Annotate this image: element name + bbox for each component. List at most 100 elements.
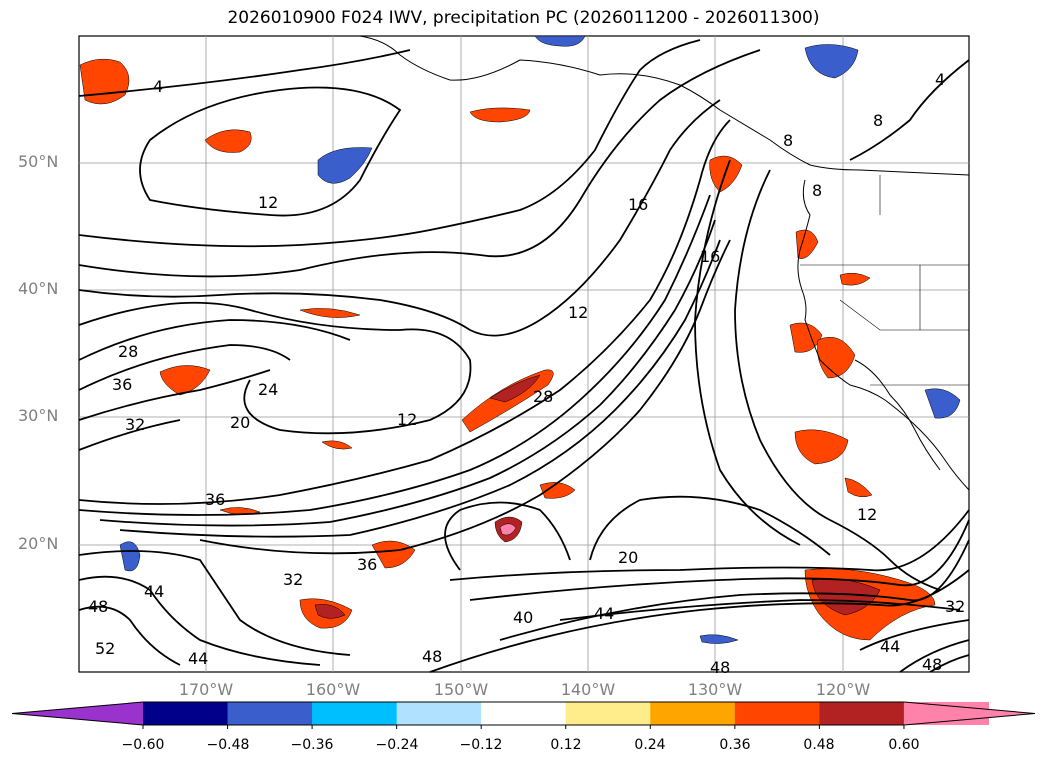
- colorbar-tick-label: 0.48: [803, 737, 835, 753]
- colorbar-segment: [396, 702, 482, 725]
- contour-label: 12: [258, 193, 278, 212]
- contour-label: 24: [258, 380, 278, 399]
- latitude-label: 30°N: [18, 406, 59, 425]
- contour-line: [119, 239, 721, 538]
- colorbar-extend-max: [903, 702, 1035, 725]
- precip-positive-area: [794, 429, 849, 465]
- contour-line: [78, 369, 271, 421]
- colorbar-tick-label: 0.36: [719, 737, 751, 753]
- map-title: 2026010900 F024 IWV, precipitation PC (2…: [227, 8, 820, 28]
- precip-strong-area: [489, 374, 541, 403]
- contour-label: 12: [397, 410, 417, 429]
- contour-line: [859, 619, 970, 651]
- contour-line: [78, 575, 321, 666]
- contour-label: 32: [125, 415, 145, 434]
- colorbar-segment: [565, 702, 651, 725]
- contour-label: 44: [880, 637, 900, 656]
- colorbar-segment: [819, 702, 905, 725]
- precip-positive-area: [79, 58, 130, 105]
- contour-label: 44: [144, 582, 164, 601]
- contour-line: [444, 501, 571, 571]
- baja-coastline: [854, 359, 941, 471]
- contour-label: 48: [88, 597, 108, 616]
- precip-positive-area: [219, 507, 261, 515]
- precip-extreme-area: [499, 523, 517, 536]
- precip-negative-area: [317, 147, 373, 184]
- longitude-label: 140°W: [560, 680, 616, 699]
- map-plot: 4 4 8 8 8 12 12 12 12 16 16 20 20 24 28 …: [78, 35, 970, 677]
- contour-label: 36: [112, 375, 132, 394]
- latitude-label: 20°N: [18, 534, 59, 553]
- contour-line: [469, 519, 970, 601]
- contour-line: [78, 194, 711, 516]
- alaska-coastline: [359, 35, 970, 176]
- colorbar-tick-label: −0.36: [290, 737, 334, 753]
- precip-positive-area: [159, 365, 211, 396]
- contour-line: [78, 319, 351, 361]
- contour-line: [78, 39, 701, 248]
- contour-label: 48: [922, 655, 942, 674]
- contour-line: [139, 86, 402, 217]
- contour-line: [449, 509, 970, 581]
- precip-positive-area: [299, 308, 361, 318]
- colorbar-extend-min: [12, 702, 143, 725]
- contour-label: 8: [812, 181, 822, 200]
- longitude-label: 120°W: [815, 680, 871, 699]
- contour-line: [199, 239, 731, 555]
- contour-label: 16: [628, 195, 648, 214]
- contour-line: [78, 344, 291, 391]
- longitude-label: 160°W: [305, 680, 361, 699]
- longitude-label: 170°W: [178, 680, 234, 699]
- contour-label: 48: [710, 658, 730, 677]
- contour-label: 12: [568, 303, 588, 322]
- contour-line: [429, 569, 970, 673]
- contour-line: [78, 99, 721, 337]
- contour-line: [78, 301, 472, 435]
- contour-label: 32: [283, 570, 303, 589]
- north-america-coastline: [797, 179, 970, 491]
- precip-positive-area: [844, 477, 873, 498]
- precip-positive-area: [469, 107, 531, 123]
- contour-label: 40: [513, 608, 533, 627]
- contour-label: 28: [118, 342, 138, 361]
- contour-label: 36: [357, 555, 377, 574]
- colorbar-tick-label: 0.12: [550, 737, 582, 753]
- contour-line: [589, 495, 831, 561]
- contour-line: [78, 49, 761, 278]
- contour-label-layer: 4 4 8 8 8 12 12 12 12 16 16 20 20 24 28 …: [88, 70, 965, 677]
- precip-negative-area: [119, 541, 141, 572]
- longitude-label: 150°W: [433, 680, 489, 699]
- contour-label: 52: [95, 639, 115, 658]
- contour-line: [929, 654, 970, 673]
- contour-label: 44: [188, 649, 208, 668]
- coastlines: [359, 35, 970, 491]
- longitude-label: 130°W: [687, 680, 743, 699]
- contour-label: 8: [783, 131, 793, 150]
- latitude-label: 50°N: [18, 152, 59, 171]
- contour-line: [734, 169, 941, 591]
- colorbar-tick-label: 0.60: [888, 737, 920, 753]
- contour-label: 8: [873, 111, 883, 130]
- borders: [800, 175, 969, 386]
- contour-line: [899, 639, 970, 673]
- contour-label: 48: [422, 647, 442, 666]
- contour-label: 32: [945, 597, 965, 616]
- colorbar-tick-label: −0.48: [206, 737, 250, 753]
- precip-positive-area: [817, 336, 856, 379]
- contour-label: 12: [857, 505, 877, 524]
- colorbar-tick-label: −0.24: [375, 737, 419, 753]
- contour-label: 4: [935, 70, 945, 89]
- colorbar-segment: [227, 702, 313, 725]
- colorbar-segment: [734, 702, 820, 725]
- contour-label: 44: [594, 604, 614, 623]
- contour-line: [78, 49, 411, 97]
- precip-negative-area: [534, 35, 586, 47]
- precip-positive-area: [795, 229, 819, 259]
- precip-negative-area: [804, 44, 859, 79]
- contour-label: 28: [533, 387, 553, 406]
- contour-line: [99, 219, 716, 527]
- precip-negative-area: [924, 388, 961, 419]
- precip-strong-area: [314, 604, 346, 619]
- state-border: [839, 175, 969, 331]
- colorbar: [11, 701, 1036, 729]
